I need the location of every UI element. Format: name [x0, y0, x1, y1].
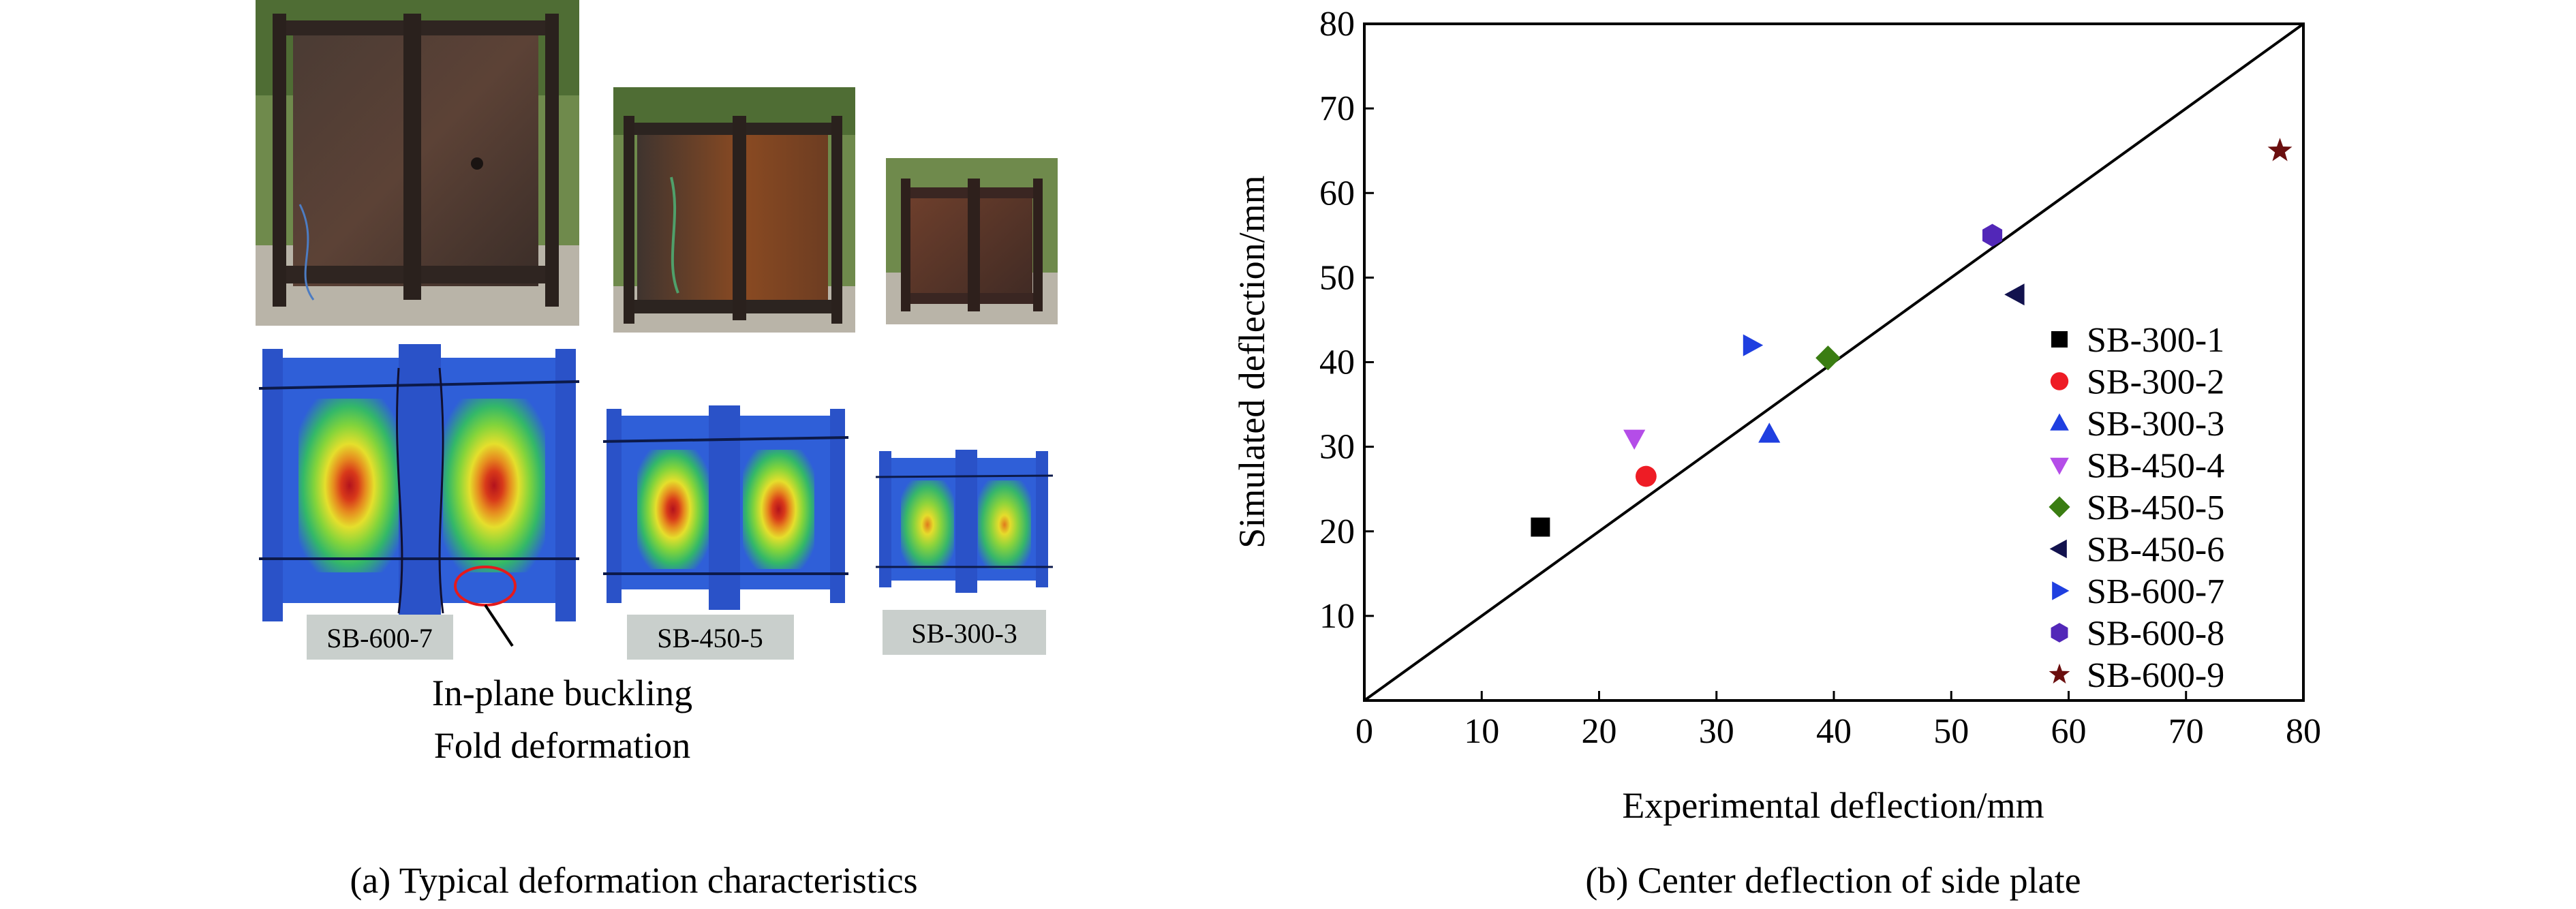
specimen-label-text: SB-450-5 [657, 623, 763, 653]
point-sb-300-1 [1531, 517, 1550, 537]
legend-label-sb-600-8: SB-600-8 [2087, 615, 2224, 653]
legend-label-sb-300-1: SB-300-1 [2087, 321, 2224, 360]
y-tick-label: 30 [1319, 428, 1355, 467]
specimen-label-text: SB-300-3 [911, 618, 1017, 649]
x-tick-label: 30 [1699, 712, 1734, 751]
specimen-label-text: SB-600-7 [326, 623, 433, 653]
legend-label-sb-450-6: SB-450-6 [2087, 531, 2224, 570]
point-sb-600-8 [1982, 224, 2003, 247]
point-sb-600-9 [2267, 138, 2293, 161]
point-sb-300-3 [1758, 422, 1781, 443]
y-tick-label: 80 [1319, 5, 1355, 44]
legend-label-sb-300-3: SB-300-3 [2087, 405, 2224, 444]
specimen-photo-large [256, 0, 579, 326]
annotation-fold-deformation: Fold deformation [434, 725, 690, 766]
y-axis-ticks: 10 20 30 40 50 60 70 80 [1319, 5, 1374, 636]
x-tick-label: 80 [2286, 712, 2321, 751]
y-tick-label: 20 [1319, 512, 1355, 551]
caption-panel-a: (a) Typical deformation characteristics [350, 860, 917, 901]
specimen-label-sb-300-3: SB-300-3 [883, 610, 1046, 655]
legend-label-sb-300-2: SB-300-2 [2087, 363, 2224, 402]
legend-marker-sb-300-1 [2051, 331, 2068, 348]
legend-marker-sb-450-4 [2050, 457, 2069, 475]
specimen-photo-small [886, 158, 1058, 324]
point-sb-450-6 [2004, 283, 2025, 306]
fe-model-sb-300-3 [875, 450, 1054, 593]
fe-model-sb-600-7 [258, 344, 580, 647]
point-sb-300-2 [1636, 465, 1657, 487]
x-tick-label: 70 [2168, 712, 2204, 751]
point-sb-450-4 [1623, 429, 1646, 450]
legend-label-sb-450-4: SB-450-4 [2087, 447, 2224, 486]
legend-label-sb-450-5: SB-450-5 [2087, 489, 2224, 527]
x-tick-label: 60 [2051, 712, 2087, 751]
legend-marker-sb-450-6 [2049, 539, 2067, 559]
legend-marker-sb-300-3 [2050, 413, 2069, 431]
legend-marker-sb-450-5 [2049, 496, 2070, 518]
x-tick-label: 10 [1464, 712, 1499, 751]
specimen-label-sb-450-5: SB-450-5 [627, 615, 794, 660]
legend-marker-sb-600-8 [2051, 623, 2068, 643]
legend-label-sb-600-9: SB-600-9 [2087, 656, 2224, 695]
y-tick-label: 40 [1319, 343, 1355, 382]
annotation-in-plane-buckling: In-plane buckling [432, 673, 692, 713]
specimen-photo-medium [613, 87, 855, 333]
caption-panel-b: (b) Center deflection of side plate [1585, 860, 2081, 901]
x-axis-label: Experimental deflection/mm [1622, 785, 2044, 826]
y-tick-label: 50 [1319, 258, 1355, 297]
specimen-label-sb-600-7: SB-600-7 [307, 615, 453, 660]
y-tick-label: 70 [1319, 89, 1355, 128]
x-tick-label: 40 [1816, 712, 1852, 751]
legend: SB-300-1SB-300-2SB-300-3SB-450-4SB-450-5… [2049, 321, 2224, 695]
y-tick-label: 10 [1319, 597, 1355, 636]
point-sb-600-7 [1743, 334, 1764, 356]
deflection-scatter-chart: 0 10 20 30 40 50 60 70 80 10 20 30 40 50 60 70 80 SB-30… [1231, 5, 2321, 826]
fe-model-sb-450-5 [602, 405, 849, 610]
x-axis-ticks: 0 10 20 30 40 50 60 70 80 [1355, 691, 2321, 751]
y-tick-label: 60 [1319, 174, 1355, 213]
data-points [1531, 138, 2293, 537]
y-axis-label: Simulated deflection/mm [1231, 175, 1272, 548]
x-tick-label: 20 [1582, 712, 1617, 751]
legend-label-sb-600-7: SB-600-7 [2087, 572, 2224, 611]
x-tick-label: 0 [1355, 712, 1373, 751]
point-sb-450-5 [1815, 345, 1841, 371]
legend-marker-sb-600-7 [2052, 581, 2070, 600]
legend-marker-sb-600-9 [2049, 663, 2070, 684]
x-tick-label: 50 [1933, 712, 1969, 751]
legend-marker-sb-300-2 [2050, 372, 2069, 390]
